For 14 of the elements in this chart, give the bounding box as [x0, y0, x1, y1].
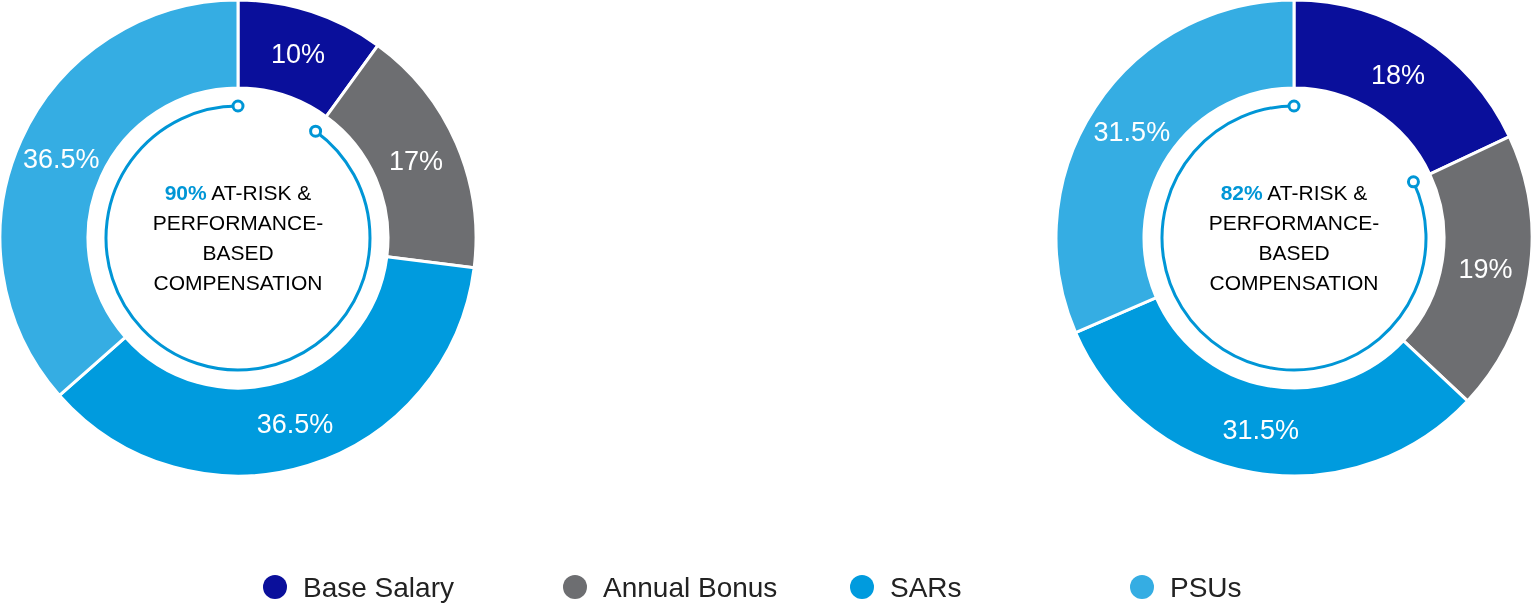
legend-label: SARs: [890, 571, 962, 603]
data-label: 31.5%: [1093, 116, 1171, 147]
legend-label: Base Salary: [303, 571, 454, 603]
data-label: 18%: [1370, 59, 1425, 90]
data-label: 19%: [1458, 253, 1513, 284]
text: 90% AT-RISK & PERFORMANCE-BASED COMPENSATION: [152, 181, 324, 295]
data-label: 36.5%: [256, 408, 334, 439]
data-label: 31.5%: [1222, 414, 1299, 445]
legend-label: PSUs: [1170, 571, 1242, 603]
legend-label: Annual Bonus: [603, 571, 778, 603]
data-label: 17%: [389, 146, 444, 177]
data-label: 36.5%: [22, 143, 100, 174]
data-label: 10%: [270, 38, 325, 69]
text: 82% AT-RISK & PERFORMANCE-BASED COMPENSATION: [1208, 181, 1380, 295]
